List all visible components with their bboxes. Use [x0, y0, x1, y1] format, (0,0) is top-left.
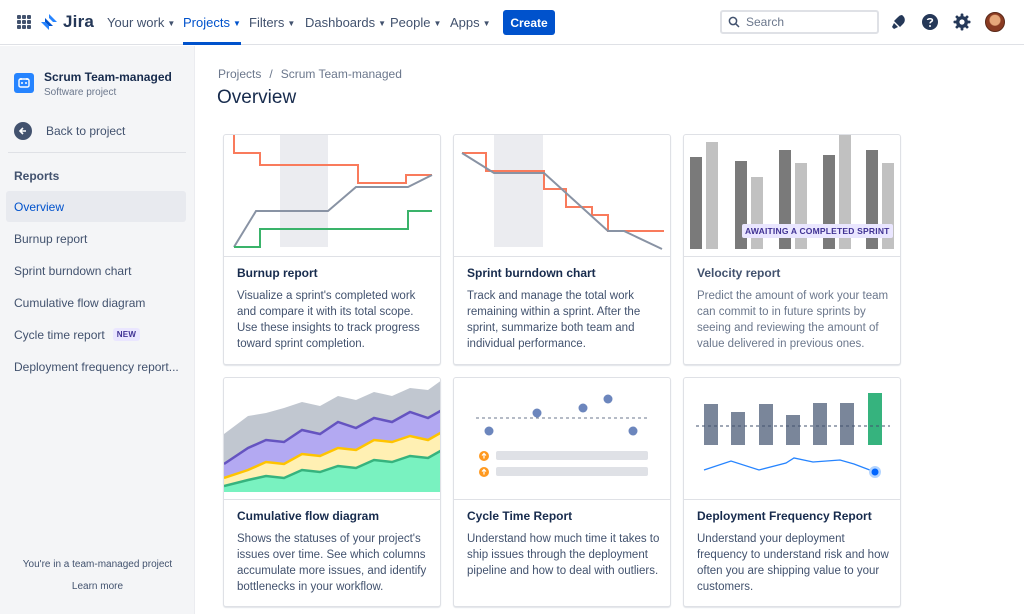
team-managed-note: You're in a team-managed project — [22, 559, 173, 570]
search-box[interactable] — [720, 10, 879, 34]
nav-dashboards[interactable]: Dashboards ▼ — [305, 0, 386, 45]
chevron-down-icon: ▼ — [167, 18, 176, 28]
sidebar-item-deployment-frequency[interactable]: Deployment frequency report... — [6, 351, 186, 382]
chevron-down-icon: ▼ — [482, 18, 491, 28]
chevron-down-icon: ▼ — [287, 18, 296, 28]
cumulative-flow-illustration — [224, 378, 440, 500]
card-burnup-report[interactable]: Burnup report Visualize a sprint's compl… — [223, 134, 441, 365]
card-velocity-report[interactable]: AWAITING A COMPLETED SPRINT Velocity rep… — [683, 134, 901, 365]
card-sprint-burndown[interactable]: Sprint burndown chart Track and manage t… — [453, 134, 671, 365]
jira-logo[interactable]: Jira — [40, 12, 94, 32]
card-description: Understand how much time it takes to shi… — [467, 533, 660, 577]
breadcrumb-project[interactable]: Scrum Team-managed — [280, 67, 402, 81]
nav-label: Your work — [107, 15, 165, 30]
top-navigation: Jira Your work ▼ Projects ▼ Filters ▼ Dashb… — [0, 0, 1024, 45]
card-title: Cycle Time Report — [467, 509, 573, 523]
card-description: Shows the statuses of your project's iss… — [237, 533, 427, 593]
velocity-illustration: AWAITING A COMPLETED SPRINT — [684, 135, 900, 257]
app-switcher-icon[interactable] — [17, 15, 31, 29]
chevron-down-icon: ▼ — [433, 18, 442, 28]
help-icon[interactable] — [920, 12, 940, 32]
sidebar-item-label: Overview — [14, 199, 65, 214]
back-label: Back to project — [46, 124, 126, 138]
arrow-left-icon — [14, 122, 32, 140]
nav-label: Apps — [450, 15, 480, 30]
create-button[interactable]: Create — [503, 10, 555, 35]
nav-label: Projects — [183, 15, 230, 30]
card-description: Track and manage the total work remainin… — [467, 290, 641, 350]
card-title: Sprint burndown chart — [467, 266, 596, 280]
sidebar-item-label: Cycle time report — [14, 327, 105, 342]
notifications-icon[interactable] — [889, 12, 909, 32]
sidebar-item-label: Deployment frequency report... — [14, 359, 179, 374]
sidebar-item-cumulative-flow[interactable]: Cumulative flow diagram — [6, 287, 186, 318]
card-title: Burnup report — [237, 266, 318, 280]
breadcrumb: Projects / Scrum Team-managed — [218, 67, 402, 81]
deployment-frequency-illustration — [684, 378, 900, 500]
card-description: Visualize a sprint's completed work and … — [237, 290, 420, 350]
nav-people[interactable]: People ▼ — [390, 0, 441, 45]
chevron-down-icon: ▼ — [378, 18, 387, 28]
nav-label: Filters — [249, 15, 285, 30]
cycle-time-illustration — [454, 378, 670, 500]
card-title: Cumulative flow diagram — [237, 509, 380, 523]
project-header[interactable]: Scrum Team-managed Software project — [14, 70, 172, 98]
card-title: Velocity report — [697, 266, 781, 280]
user-avatar[interactable] — [985, 12, 1005, 32]
nav-label: Dashboards — [305, 15, 376, 30]
jira-icon — [41, 14, 57, 30]
sidebar-item-sprint-burndown[interactable]: Sprint burndown chart — [6, 255, 186, 286]
chevron-down-icon: ▼ — [232, 18, 241, 28]
settings-gear-icon[interactable] — [952, 12, 972, 32]
burnup-illustration — [224, 135, 440, 257]
page-title: Overview — [217, 87, 297, 108]
reports-heading: Reports — [14, 169, 60, 183]
logo-text: Jira — [63, 12, 95, 31]
nav-apps[interactable]: Apps ▼ — [450, 0, 491, 45]
project-name: Scrum Team-managed — [44, 70, 172, 84]
nav-label: People — [390, 15, 431, 30]
card-description: Understand your deployment frequency to … — [697, 533, 889, 593]
sidebar-item-label: Cumulative flow diagram — [14, 295, 146, 310]
breadcrumb-separator: / — [269, 67, 273, 81]
nav-projects[interactable]: Projects ▼ — [183, 0, 241, 45]
awaiting-sprint-badge: AWAITING A COMPLETED SPRINT — [742, 224, 893, 238]
sidebar-item-cycle-time[interactable]: Cycle time report NEW — [6, 319, 186, 350]
sidebar: Scrum Team-managed Software project Back… — [0, 46, 195, 614]
divider — [8, 152, 186, 153]
project-avatar-icon — [14, 73, 34, 93]
card-description: Predict the amount of work your team can… — [697, 290, 889, 350]
sidebar-item-overview[interactable]: Overview — [6, 191, 186, 222]
new-badge: NEW — [112, 328, 141, 341]
breadcrumb-projects[interactable]: Projects — [218, 67, 262, 81]
back-to-project-link[interactable]: Back to project — [14, 122, 125, 140]
sidebar-item-label: Sprint burndown chart — [14, 263, 132, 278]
search-icon — [728, 16, 740, 28]
card-cumulative-flow[interactable]: Cumulative flow diagram Shows the status… — [223, 377, 441, 607]
card-title: Deployment Frequency Report — [697, 509, 872, 523]
card-cycle-time[interactable]: Cycle Time Report Understand how much ti… — [453, 377, 671, 607]
nav-your-work[interactable]: Your work ▼ — [107, 0, 175, 45]
search-input[interactable] — [746, 15, 866, 29]
card-deployment-frequency[interactable]: Deployment Frequency Report Understand y… — [683, 377, 901, 607]
burndown-illustration — [454, 135, 670, 257]
project-type: Software project — [44, 87, 117, 98]
nav-filters[interactable]: Filters ▼ — [249, 0, 295, 45]
learn-more-link[interactable]: Learn more — [71, 581, 124, 592]
sidebar-item-burnup-report[interactable]: Burnup report — [6, 223, 186, 254]
sidebar-item-label: Burnup report — [14, 231, 88, 246]
